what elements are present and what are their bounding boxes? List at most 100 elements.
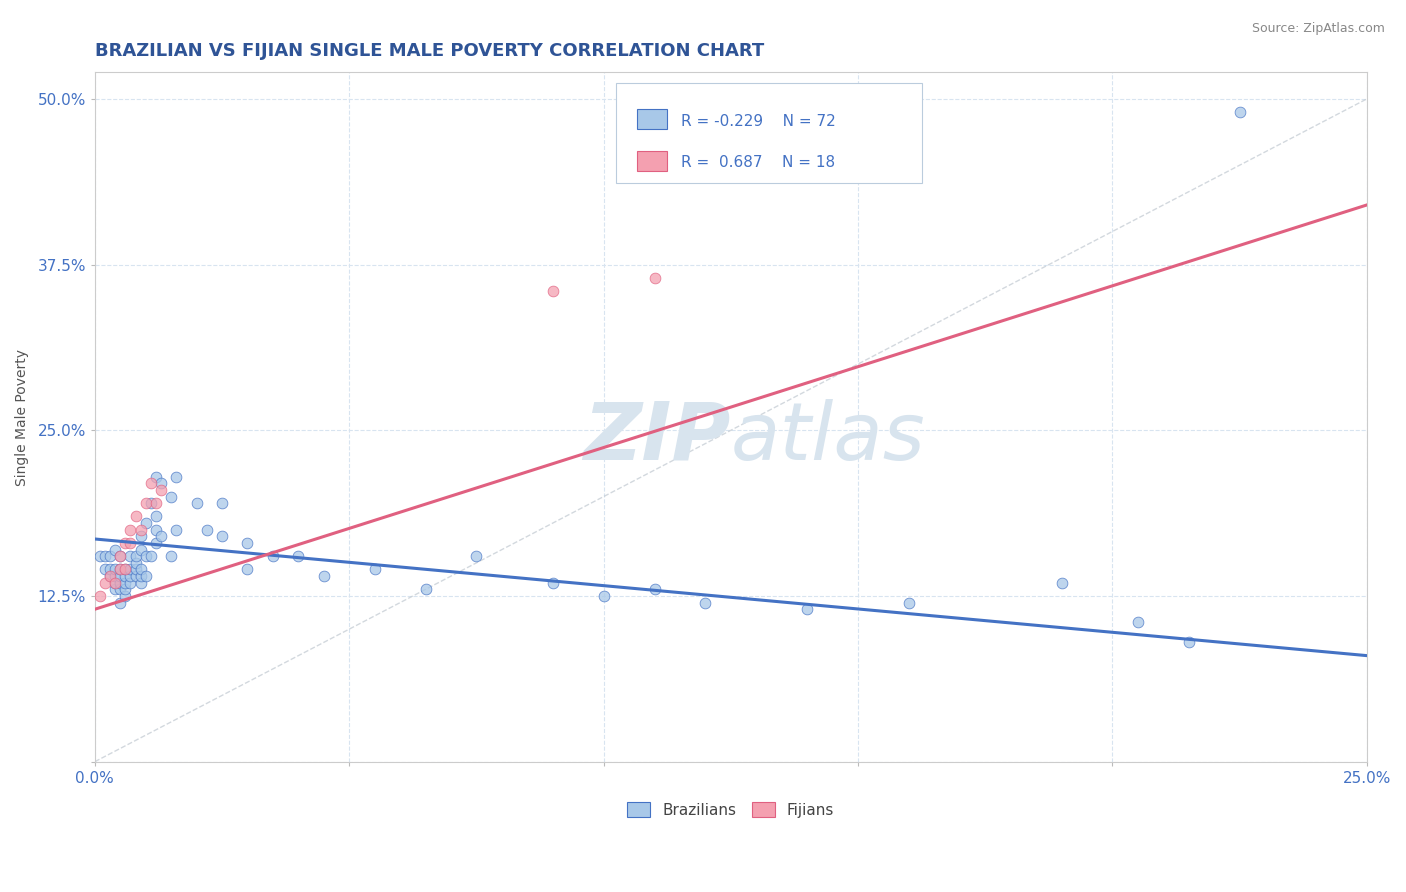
Point xyxy=(110,575,132,590)
Point xyxy=(129,529,152,543)
Point xyxy=(145,469,167,483)
Point xyxy=(211,529,233,543)
Point xyxy=(98,569,121,583)
Point xyxy=(114,589,136,603)
Text: BRAZILIAN VS FIJIAN SINGLE MALE POVERTY CORRELATION CHART: BRAZILIAN VS FIJIAN SINGLE MALE POVERTY … xyxy=(94,42,763,60)
Point xyxy=(94,575,117,590)
Point xyxy=(165,523,187,537)
Point xyxy=(644,271,666,285)
Point xyxy=(262,549,284,564)
Point xyxy=(1050,575,1073,590)
Point xyxy=(120,536,142,550)
Point xyxy=(236,562,259,576)
Point xyxy=(129,523,152,537)
FancyBboxPatch shape xyxy=(616,83,921,183)
Point xyxy=(541,284,564,298)
Point xyxy=(104,575,127,590)
Point xyxy=(120,575,142,590)
Point xyxy=(124,562,146,576)
Point xyxy=(89,549,111,564)
Point xyxy=(114,536,136,550)
Point xyxy=(129,542,152,557)
Point xyxy=(114,569,136,583)
Point xyxy=(110,549,132,564)
Point xyxy=(94,562,117,576)
Point xyxy=(104,542,127,557)
Point xyxy=(644,582,666,597)
Point xyxy=(110,549,132,564)
Point xyxy=(150,529,173,543)
Point xyxy=(145,536,167,550)
Y-axis label: Single Male Poverty: Single Male Poverty xyxy=(15,349,30,485)
Point xyxy=(104,575,127,590)
Point xyxy=(110,596,132,610)
Point xyxy=(135,549,157,564)
Point xyxy=(120,523,142,537)
Point xyxy=(129,562,152,576)
Point xyxy=(120,569,142,583)
Point xyxy=(695,596,717,610)
Point xyxy=(1177,635,1199,649)
Point xyxy=(135,516,157,530)
Point xyxy=(120,562,142,576)
Point xyxy=(129,575,152,590)
Text: ZIP: ZIP xyxy=(583,399,731,476)
Point xyxy=(165,469,187,483)
Point xyxy=(114,582,136,597)
Point xyxy=(897,596,920,610)
Point xyxy=(124,569,146,583)
Point xyxy=(114,562,136,576)
Point xyxy=(135,569,157,583)
Point xyxy=(592,589,614,603)
Point xyxy=(114,575,136,590)
Point xyxy=(98,569,121,583)
Point xyxy=(186,496,208,510)
Point xyxy=(124,509,146,524)
Point xyxy=(287,549,309,564)
Legend: Brazilians, Fijians: Brazilians, Fijians xyxy=(621,796,841,823)
Point xyxy=(145,523,167,537)
Text: R =  0.687    N = 18: R = 0.687 N = 18 xyxy=(682,155,835,170)
Point xyxy=(145,509,167,524)
Point xyxy=(124,549,146,564)
Point xyxy=(110,569,132,583)
Point xyxy=(98,549,121,564)
Point xyxy=(150,483,173,497)
Point xyxy=(89,589,111,603)
Point xyxy=(160,549,183,564)
Text: atlas: atlas xyxy=(731,399,925,476)
Point xyxy=(195,523,218,537)
Point xyxy=(104,562,127,576)
Point xyxy=(139,476,162,491)
Point xyxy=(160,490,183,504)
Point xyxy=(465,549,488,564)
Point xyxy=(98,562,121,576)
Point xyxy=(129,569,152,583)
Point xyxy=(236,536,259,550)
Point xyxy=(104,569,127,583)
Point xyxy=(135,496,157,510)
Point xyxy=(139,549,162,564)
Point xyxy=(211,496,233,510)
Text: R = -0.229    N = 72: R = -0.229 N = 72 xyxy=(682,114,837,129)
Point xyxy=(110,562,132,576)
FancyBboxPatch shape xyxy=(637,109,668,128)
Point xyxy=(139,496,162,510)
Point xyxy=(1126,615,1149,630)
Point xyxy=(124,556,146,570)
Point xyxy=(94,549,117,564)
Point xyxy=(541,575,564,590)
Point xyxy=(796,602,818,616)
Point xyxy=(1229,105,1251,120)
Point xyxy=(415,582,437,597)
Point xyxy=(110,582,132,597)
Point xyxy=(145,496,167,510)
Point xyxy=(120,549,142,564)
FancyBboxPatch shape xyxy=(637,151,668,170)
Text: Source: ZipAtlas.com: Source: ZipAtlas.com xyxy=(1251,22,1385,36)
Point xyxy=(363,562,385,576)
Point xyxy=(312,569,335,583)
Point xyxy=(104,582,127,597)
Point xyxy=(150,476,173,491)
Point xyxy=(110,562,132,576)
